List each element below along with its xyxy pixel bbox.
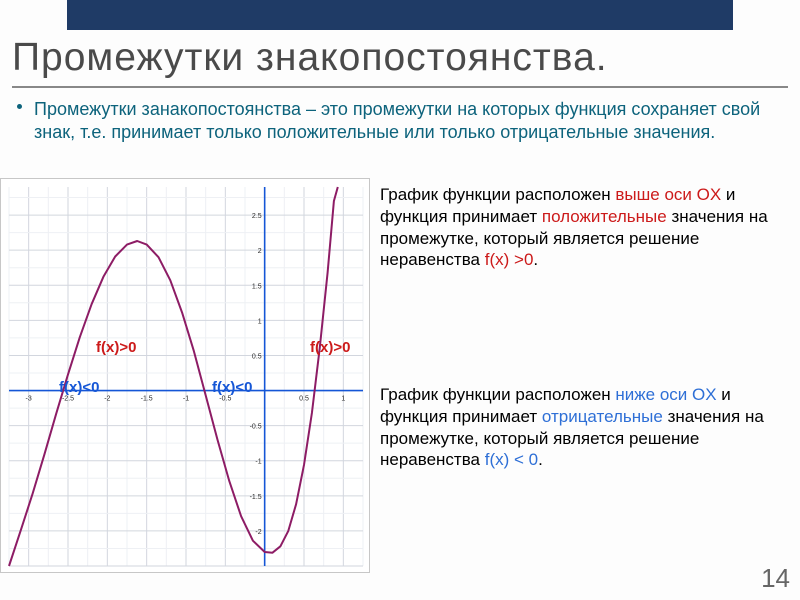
chart-label: f(x)>0 xyxy=(310,339,350,356)
svg-text:1.5: 1.5 xyxy=(252,283,262,290)
chart-label: f(x)<0 xyxy=(59,379,99,396)
chart-label: f(x)<0 xyxy=(212,379,252,396)
svg-text:-3: -3 xyxy=(26,396,32,403)
svg-text:2.5: 2.5 xyxy=(252,213,262,220)
svg-text:-2: -2 xyxy=(255,529,261,536)
definition-text: Промежутки занакопостоянства – это проме… xyxy=(18,98,782,145)
svg-text:-2: -2 xyxy=(104,396,110,403)
svg-text:0.5: 0.5 xyxy=(252,353,262,360)
slide-title: Промежутки знакопостоянства. xyxy=(12,36,608,80)
svg-text:1: 1 xyxy=(258,318,262,325)
svg-text:0.5: 0.5 xyxy=(299,396,309,403)
svg-text:-1.5: -1.5 xyxy=(141,396,153,403)
svg-text:1: 1 xyxy=(341,396,345,403)
page-number: 14 xyxy=(761,563,790,594)
bullet-icon xyxy=(17,104,22,109)
svg-text:-1.5: -1.5 xyxy=(250,494,262,501)
paragraph-above: График функции расположен выше оси OX и … xyxy=(380,184,784,271)
svg-text:-2.5: -2.5 xyxy=(62,396,74,403)
svg-text:2: 2 xyxy=(258,248,262,255)
svg-text:-1: -1 xyxy=(255,459,261,466)
chart: -3 -2.5 -2 -1.5 -1 -0.5 0.5 1 -2 -1.5 -1 -0.5 0.5 1 1.… xyxy=(0,178,370,573)
paragraph-below: График функции расположен ниже оси OX и … xyxy=(380,384,784,471)
chart-label: f(x)>0 xyxy=(96,339,136,356)
title-underline xyxy=(12,86,788,88)
svg-text:-0.5: -0.5 xyxy=(219,396,231,403)
definition-block: Промежутки занакопостоянства – это проме… xyxy=(18,98,782,145)
svg-text:-1: -1 xyxy=(183,396,189,403)
svg-text:-0.5: -0.5 xyxy=(250,424,262,431)
chart-svg: -3 -2.5 -2 -1.5 -1 -0.5 0.5 1 -2 -1.5 -1 -0.5 0.5 1 1.… xyxy=(1,179,371,574)
top-accent-bar xyxy=(67,0,733,30)
